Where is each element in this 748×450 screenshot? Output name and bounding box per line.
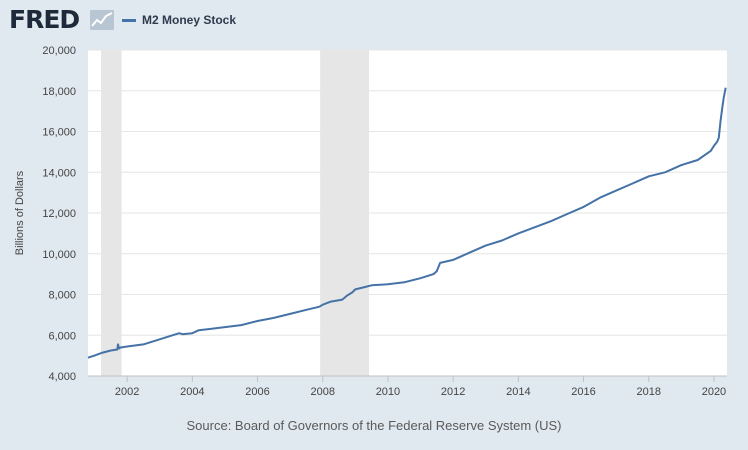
x-tick-label: 2010 (376, 386, 400, 398)
legend-swatch (122, 18, 136, 22)
x-tick-label: 2014 (506, 386, 530, 398)
y-tick-label: 8,000 (48, 290, 76, 302)
y-axis-label: Billions of Dollars (14, 170, 26, 255)
legend: M2 Money Stock (122, 11, 236, 29)
sparkline-icon (90, 10, 114, 30)
source-note: Source: Board of Governors of the Federa… (186, 418, 562, 433)
y-tick-label: 14,000 (42, 167, 76, 179)
x-tick-label: 2020 (702, 386, 726, 398)
fred-logo[interactable]: FRED (9, 5, 80, 34)
x-tick-label: 2004 (180, 386, 204, 398)
y-tick-label: 20,000 (42, 45, 76, 57)
x-tick-label: 2012 (441, 386, 465, 398)
y-tick-label: 16,000 (42, 127, 76, 139)
y-tick-label: 18,000 (42, 86, 76, 98)
y-tick-label: 6,000 (48, 330, 76, 342)
x-tick-label: 2018 (637, 386, 661, 398)
line-chart: 4,000 6,000 8,000 10,000 12,000 14,000 16,000 1… (14, 45, 727, 398)
y-tick-label: 12,000 (42, 208, 76, 220)
x-tick-label: 2008 (310, 386, 334, 398)
x-tick-label: 2016 (571, 386, 595, 398)
chart-header: FRED M2 Money Stock (0, 0, 748, 40)
x-tick-label: 2002 (115, 386, 139, 398)
y-tick-label: 4,000 (48, 371, 76, 383)
legend-label: M2 Money Stock (142, 13, 237, 27)
y-tick-label: 10,000 (42, 249, 76, 261)
x-tick-label: 2006 (245, 386, 269, 398)
series-line-m2-money-stock (87, 87, 727, 359)
